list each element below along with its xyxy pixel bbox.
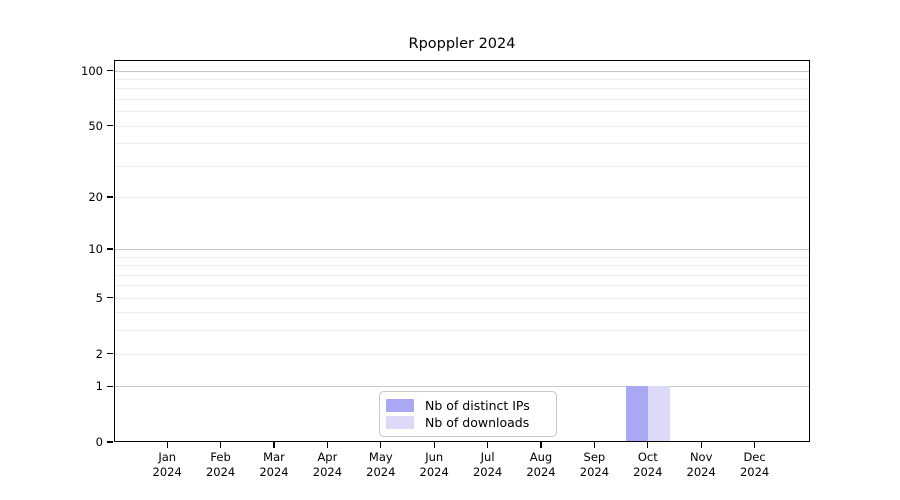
x-tick-year: 2024 <box>366 465 396 479</box>
x-tick-month: Jun <box>425 450 444 464</box>
y-tick-mark-0 <box>107 441 113 443</box>
x-tick-year: 2024 <box>205 465 236 479</box>
x-tick-month: May <box>368 450 393 464</box>
y-tick-mark-50 <box>107 124 113 127</box>
y-tick-label-1: 1 <box>95 379 103 394</box>
gridline-y-10 <box>114 249 810 250</box>
gridline-y-70 <box>114 98 810 100</box>
y-tick-label-50: 50 <box>88 118 103 133</box>
x-tick-mark-nov <box>700 442 702 448</box>
legend-label: Nb of distinct IPs <box>425 398 530 413</box>
legend-label: Nb of downloads <box>425 415 530 430</box>
bar-oct-nb-of-downloads <box>647 386 670 442</box>
x-tick-month: Sep <box>583 450 606 464</box>
legend-item: Nb of downloads <box>386 414 550 431</box>
y-tick-mark-2 <box>107 352 113 355</box>
x-tick-mark-jun <box>433 442 435 448</box>
x-tick-mark-jan <box>166 442 168 448</box>
chart-title: Rpoppler 2024 <box>408 36 516 52</box>
gridline-y-20 <box>114 196 810 198</box>
gridline-y-9 <box>114 256 810 258</box>
x-tick-year: 2024 <box>526 465 556 479</box>
x-tick-year: 2024 <box>152 465 182 479</box>
x-tick-month: Jan <box>158 450 177 464</box>
legend-item: Nb of distinct IPs <box>386 397 550 414</box>
x-tick-mark-jul <box>486 442 489 448</box>
x-tick-label-jun: Jun 2024 <box>394 450 474 480</box>
x-tick-year: 2024 <box>259 465 289 479</box>
x-tick-label-dec: Dec 2024 <box>715 450 795 480</box>
x-tick-label-apr: Apr 2024 <box>287 450 367 480</box>
x-tick-month: Mar <box>263 450 285 464</box>
x-tick-label-aug: Aug 2024 <box>501 450 581 480</box>
gridline-y-4 <box>114 312 810 314</box>
x-tick-label-sep: Sep 2024 <box>554 450 634 480</box>
x-tick-month: Dec <box>743 450 766 464</box>
x-tick-month: Feb <box>210 450 231 464</box>
legend: Nb of distinct IPs Nb of downloads <box>379 391 557 437</box>
x-tick-year: 2024 <box>739 465 770 479</box>
x-tick-mark-oct <box>647 442 649 448</box>
gridline-y-1 <box>114 386 810 388</box>
x-tick-year: 2024 <box>419 465 449 479</box>
x-tick-mark-sep <box>593 442 596 448</box>
x-tick-label-may: May 2024 <box>341 450 421 480</box>
gridline-y-2 <box>114 353 810 355</box>
y-tick-label-2: 2 <box>95 346 103 361</box>
gridline-y-60 <box>114 111 810 112</box>
y-tick-mark-1 <box>107 385 113 387</box>
y-tick-label-10: 10 <box>88 242 103 256</box>
x-tick-mark-aug <box>540 442 542 448</box>
x-tick-month: Jul <box>480 450 495 464</box>
y-tick-label-100: 100 <box>81 63 103 78</box>
x-tick-label-jul: Jul 2024 <box>448 450 528 480</box>
plot-area <box>114 60 810 442</box>
x-tick-mark-feb <box>219 442 222 448</box>
gridline-y-90 <box>114 78 810 80</box>
gridline-y-80 <box>114 88 810 90</box>
x-tick-year: 2024 <box>472 465 503 479</box>
x-tick-label-mar: Mar 2024 <box>234 450 314 480</box>
y-tick-mark-100 <box>107 69 113 72</box>
x-tick-year: 2024 <box>686 465 716 479</box>
gridline-y-7 <box>114 274 810 276</box>
gridline-y-8 <box>114 265 810 267</box>
gridline-y-5 <box>114 297 810 299</box>
x-tick-label-nov: Nov 2024 <box>661 450 741 480</box>
y-tick-label-5: 5 <box>95 290 103 305</box>
y-tick-mark-20 <box>107 196 113 198</box>
x-tick-label-jan: Jan 2024 <box>127 450 207 480</box>
legend-swatch-nb-of-downloads <box>386 416 414 429</box>
x-tick-year: 2024 <box>633 465 663 479</box>
bar-oct-nb-of-distinct-ips <box>626 386 648 442</box>
gridline-y-40 <box>114 143 810 144</box>
gridline-y-50 <box>114 125 810 127</box>
x-tick-month: Aug <box>529 450 553 464</box>
gridline-y-3 <box>114 330 810 332</box>
x-tick-mark-mar <box>273 442 275 448</box>
x-tick-mark-may <box>380 442 382 448</box>
x-tick-month: Nov <box>689 450 713 464</box>
x-tick-label-feb: Feb 2024 <box>181 450 261 480</box>
gridline-y-6 <box>114 285 810 287</box>
gridline-y-30 <box>114 165 810 167</box>
x-tick-year: 2024 <box>312 465 343 479</box>
y-tick-mark-10 <box>107 248 113 250</box>
y-tick-mark-5 <box>107 297 113 299</box>
x-tick-month: Apr <box>317 450 338 464</box>
x-tick-year: 2024 <box>579 465 610 479</box>
y-tick-label-0: 0 <box>95 435 103 449</box>
legend-swatch-nb-of-distinct-ips <box>386 399 414 412</box>
x-tick-mark-dec <box>753 442 756 448</box>
x-tick-label-oct: Oct 2024 <box>608 450 688 480</box>
x-tick-mark-apr <box>326 442 329 448</box>
y-tick-label-20: 20 <box>88 189 103 204</box>
x-tick-month: Oct <box>637 450 658 464</box>
gridline-y-100 <box>114 70 810 72</box>
